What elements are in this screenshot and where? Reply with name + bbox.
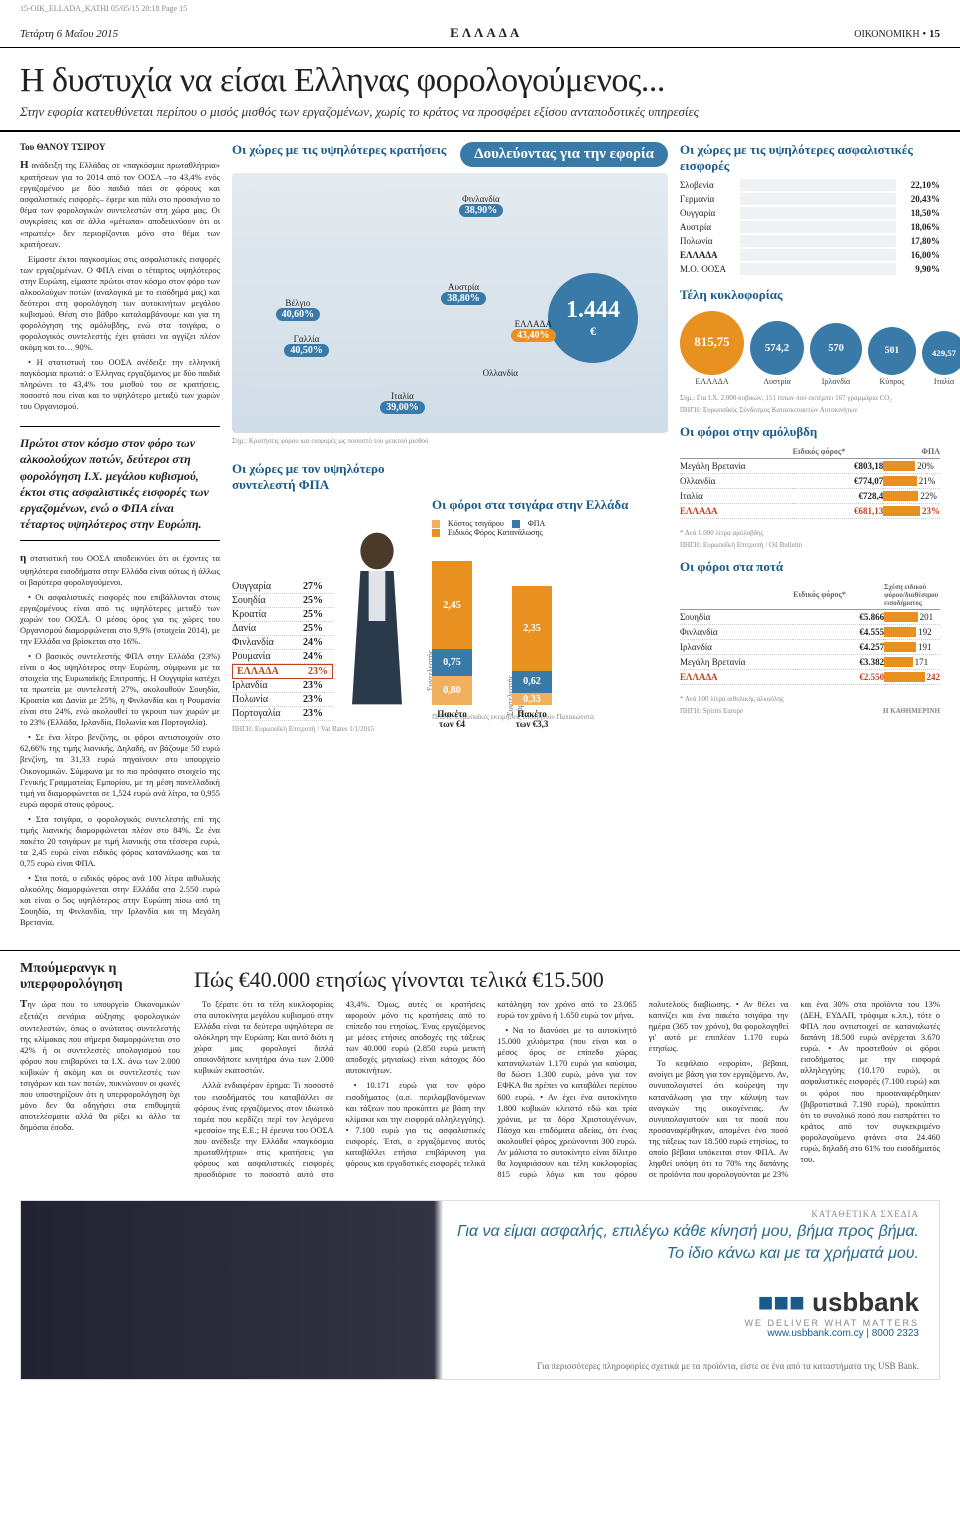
businessman-figure: [322, 521, 432, 721]
masthead: Τετάρτη 6 Μαΐου 2015 ΕΛΛΑΔΑ ΟΙΚΟΝΟΜΙΚΗ •…: [0, 17, 960, 48]
section-name: ΕΛΛΑΔΑ: [450, 25, 522, 41]
spirits-title: Οι φόροι στα ποτά: [680, 559, 940, 575]
cig-bar-chart: Συντελεστής φόρου 80%0,800,752,45Πακέτο …: [432, 545, 668, 705]
byline: Του ΘΑΝΟΥ ΤΣΙΡΟΥ: [20, 142, 220, 152]
infographic-center: Οι χώρες με τις υψηλότερες κρατήσεις Δου…: [232, 142, 668, 932]
work-for-tax-title: Δουλεύοντας για την εφορία: [460, 142, 668, 167]
road-source: ΠΗΓΗ: Ευρωπαϊκός Σύνδεσμος Κατασκευαστών…: [680, 406, 940, 414]
infographic-right: Οι χώρες με τις υψηλότερες ασφαλιστικές …: [680, 142, 940, 932]
body-text: Η ανάδειξη της Ελλάδας σε «παγκόσμια πρω…: [20, 158, 220, 416]
boomerang-title: Μπούμερανγκ η υπερφορολόγηση: [20, 957, 180, 997]
unleaded-note: * Ανά 1.000 λίτρα αμόλυβδης: [680, 529, 940, 537]
main-headline: Η δυστυχία να είσαι Ελληνας φορολογούμεν…: [0, 48, 960, 104]
subsection: ΟΙΚΟΝΟΜΙΚΗ • 15: [854, 28, 940, 40]
paper-credit: Η ΚΑΘΗΜΕΡΙΝΗ: [883, 707, 940, 715]
spirits-note: * Ανά 100 λίτρα αιθυλικής αλκοόλης: [680, 695, 940, 703]
road-tax-bubbles: 815,75ΕΛΛΑΔΑ574,2Αυστρία570Ιρλανδία501Κύ…: [680, 311, 940, 386]
europe-map: 1.444€ Φινλανδία38,90%Αυστρία38,80%Βέλγι…: [232, 173, 668, 433]
issue-date: Τετάρτη 6 Μαΐου 2015: [20, 28, 118, 40]
map-title: Οι χώρες με τις υψηλότερες κρατήσεις: [232, 142, 450, 158]
road-note: Σημ.: Για Ι.Χ. 2.000 κυβικών, 151 ίππων …: [680, 394, 940, 402]
how-40k-body: Το ξέρατε ότι τα τέλη κυκλοφορίας στα αυ…: [194, 999, 940, 1180]
cig-title: Οι φόροι στα τσιγάρα στην Ελλάδα: [432, 497, 668, 513]
ol-label: Ολλανδία: [483, 368, 518, 378]
social-contrib-chart: Σλοβενία22,10%Γερμανία20,43%Ουγγαρία18,5…: [680, 179, 940, 275]
soc-title: Οι χώρες με τις υψηλότερες ασφαλιστικές …: [680, 142, 940, 173]
body-text-cont: η στατιστική του ΟΟΣΑ αποδεικνύει ότι οι…: [20, 551, 220, 932]
road-title: Τέλη κυκλοφορίας: [680, 287, 940, 303]
big-greece-bubble: 1.444€: [548, 273, 638, 363]
vat-table: Ουγγαρία27%Σουηδία25%Κροατία25%Δανία25%Φ…: [232, 580, 333, 721]
cig-legend: Κόστος τσιγάρουΦΠΑΕιδικός Φόρος Κατανάλω…: [432, 519, 668, 537]
vat-title: Οι χώρες με τον υψηλότερο συντελεστή ΦΠΑ: [232, 461, 412, 492]
how-40k-title: Πώς €40.000 ετησίως γίνονται τελικά €15.…: [194, 957, 940, 999]
lower-section: Μπούμερανγκ η υπερφορολόγηση Την ώρα που…: [0, 950, 960, 1190]
unleaded-table: Ειδικός φόρος*ΦΠΑΜεγάλη Βρετανία€803,182…: [680, 445, 940, 519]
unleaded-title: Οι φόροι στην αμόλυβδη: [680, 424, 940, 440]
sub-headline: Στην εφορία κατευθύνεται περίπου ο μισός…: [0, 104, 960, 132]
article-left-column: Του ΘΑΝΟΥ ΤΣΙΡΟΥ Η ανάδειξη της Ελλάδας …: [20, 142, 220, 932]
usb-bank-ad: ΚΑΤΑΘΕΤΙΚΑ ΣΧΕΔΙΑ Για να είμαι ασφαλής, …: [20, 1200, 940, 1380]
ad-badge: ΚΑΤΑΘΕΤΙΚΑ ΣΧΕΔΙΑ: [811, 1209, 919, 1219]
ad-logo: ■■■ usbbank WE DELIVER WHAT MATTERS www.…: [744, 1287, 919, 1339]
spirits-source: ΠΗΓΗ: Spirits Europe: [680, 707, 743, 715]
unleaded-source: ΠΗΓΗ: Ευρωπαϊκή Επιτροπή / Oil Bulletin: [680, 541, 940, 549]
ad-slogan: Για να είμαι ασφαλής, επιλέγω κάθε κίνησ…: [457, 1221, 919, 1266]
map-caption: Σημ.: Κρατήσεις φόρου και εισφορές ως πο…: [232, 437, 668, 445]
pull-quote: Πρώτοι στον κόσμο στον φόρο των αλκοολού…: [20, 426, 220, 541]
spirits-table: Ειδικός φόρος*Σχέση ειδικού φόρου/διαθέσ…: [680, 581, 940, 685]
ad-footer: Για περισσότερες πληροφορίες σχετικά με …: [537, 1361, 919, 1371]
page-file-marker: 15-OIK_ELLADA_KATHI 05/05/15 20:18 Page …: [0, 0, 960, 17]
